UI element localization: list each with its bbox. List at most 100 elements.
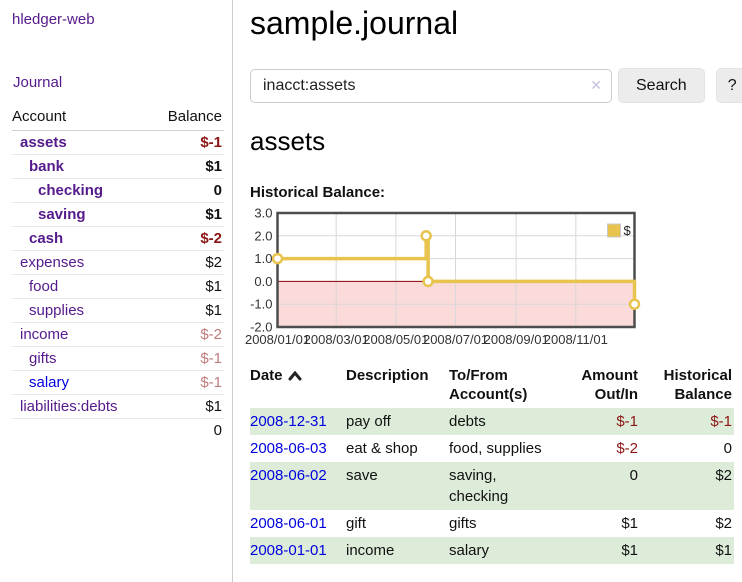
transaction-date-link[interactable]: 2008-01-01 bbox=[250, 542, 327, 559]
account-link-supplies[interactable]: supplies bbox=[29, 302, 85, 319]
sidebar-item-journal[interactable]: Journal bbox=[13, 74, 63, 91]
transaction-amount: $-2 bbox=[616, 440, 638, 457]
account-link-expenses[interactable]: expenses bbox=[20, 254, 85, 271]
register-row: 2008-06-03 eat & shop food, supplies $-2… bbox=[250, 435, 734, 462]
account-balance: $1 bbox=[151, 274, 224, 299]
transaction-balance: $2 bbox=[715, 467, 732, 484]
account-link-liabilities-debts[interactable]: liabilities:debts bbox=[20, 398, 118, 415]
transaction-amount: $-1 bbox=[616, 413, 638, 430]
account-row: expenses $2 bbox=[12, 250, 224, 275]
register-row: 2008-06-01 gift gifts $1 $2 bbox=[250, 510, 734, 537]
account-row: supplies $1 bbox=[12, 298, 224, 323]
transaction-accounts: debts bbox=[449, 413, 486, 430]
register-header-accounts: To/From Account(s) bbox=[449, 367, 528, 403]
svg-text:2008/09/01: 2008/09/01 bbox=[484, 332, 549, 347]
account-balance: $-1 bbox=[151, 130, 224, 155]
sort-ascending-icon bbox=[288, 368, 302, 385]
transaction-accounts: saving, checking bbox=[449, 467, 509, 505]
register-row: 2008-06-02 save saving, checking 0 $2 bbox=[250, 462, 734, 510]
chart-label: Historical Balance: bbox=[250, 184, 386, 201]
register-row: 2008-12-31 pay off debts $-1 $-1 bbox=[250, 408, 734, 435]
svg-text:-1.0: -1.0 bbox=[250, 297, 272, 312]
transaction-date-link[interactable]: 2008-12-31 bbox=[250, 413, 327, 430]
account-balance: $-1 bbox=[151, 346, 224, 371]
accounts-table: Account Balance assets $-1 bank $1 check… bbox=[12, 105, 224, 442]
transaction-date-link[interactable]: 2008-06-01 bbox=[250, 515, 327, 532]
accounts-total-row: 0 bbox=[12, 418, 224, 442]
account-row: liabilities:debts $1 bbox=[12, 394, 224, 419]
svg-text:3.0: 3.0 bbox=[254, 206, 272, 221]
transaction-balance: $1 bbox=[715, 542, 732, 559]
account-row: salary $-1 bbox=[12, 370, 224, 395]
search-button[interactable]: Search bbox=[618, 68, 705, 103]
account-link-cash[interactable]: cash bbox=[29, 230, 64, 247]
transaction-amount: $1 bbox=[621, 542, 638, 559]
register-header-description: Description bbox=[346, 367, 429, 384]
account-link-food[interactable]: food bbox=[29, 278, 59, 295]
transaction-amount: $1 bbox=[621, 515, 638, 532]
transaction-description: income bbox=[346, 542, 395, 559]
account-heading: assets bbox=[250, 126, 326, 156]
register-header-balance: Historical Balance bbox=[663, 367, 732, 403]
search-input[interactable] bbox=[250, 68, 612, 103]
svg-text:-2.0: -2.0 bbox=[250, 320, 272, 335]
transaction-balance: $-1 bbox=[710, 413, 732, 430]
register-header-date[interactable]: Date bbox=[250, 364, 346, 408]
register-table: Date Description To/From Account(s) Amou… bbox=[250, 364, 734, 564]
transaction-date-link[interactable]: 2008-06-03 bbox=[250, 440, 327, 457]
account-link-assets[interactable]: assets bbox=[20, 134, 67, 151]
transaction-accounts: salary bbox=[449, 542, 490, 559]
account-row: gifts $-1 bbox=[12, 346, 224, 371]
account-row: checking 0 bbox=[12, 178, 224, 203]
account-row: food $1 bbox=[12, 274, 224, 299]
account-balance: $-2 bbox=[151, 226, 224, 251]
balance-chart-container: -2.0 -1.0 0.0 1.0 2.0 3.0 2008/01/01 2008/03/01… bbox=[245, 206, 742, 349]
transaction-balance: $2 bbox=[715, 515, 732, 532]
account-balance: $1 bbox=[151, 202, 224, 227]
app-brand-link[interactable]: hledger-web bbox=[12, 11, 95, 28]
transaction-accounts: gifts bbox=[449, 515, 477, 532]
account-link-saving[interactable]: saving bbox=[38, 206, 86, 223]
transaction-balance: 0 bbox=[723, 440, 732, 457]
svg-text:2008/01/01: 2008/01/01 bbox=[245, 332, 310, 347]
svg-text:0.0: 0.0 bbox=[254, 274, 272, 289]
main-content: sample.journal ✕ Search ? assets Histori… bbox=[245, 0, 742, 564]
balance-chart: -2.0 -1.0 0.0 1.0 2.0 3.0 2008/01/012008/03/01… bbox=[245, 206, 641, 347]
account-link-checking[interactable]: checking bbox=[38, 182, 104, 199]
account-row: saving $1 bbox=[12, 202, 224, 227]
search-form: ✕ Search ? bbox=[250, 68, 742, 103]
svg-text:1.0: 1.0 bbox=[254, 251, 272, 266]
register-header-amount: Amount Out/In bbox=[581, 367, 638, 403]
transaction-description: gift bbox=[346, 515, 367, 532]
account-row: bank $1 bbox=[12, 154, 224, 179]
svg-text:2008/05/01: 2008/05/01 bbox=[363, 332, 428, 347]
transaction-date-link[interactable]: 2008-06-02 bbox=[250, 467, 327, 484]
svg-text:2008/11/01: 2008/11/01 bbox=[544, 332, 608, 347]
accounts-total-value: 0 bbox=[151, 418, 224, 442]
help-button[interactable]: ? bbox=[715, 68, 742, 103]
account-link-gifts[interactable]: gifts bbox=[29, 350, 57, 367]
svg-text:2.0: 2.0 bbox=[254, 228, 272, 243]
clear-search-icon[interactable]: ✕ bbox=[590, 76, 602, 93]
account-balance: $-1 bbox=[151, 370, 224, 395]
account-balance: $1 bbox=[151, 298, 224, 323]
transaction-description: save bbox=[346, 467, 378, 484]
register-row: 2008-01-01 income salary $1 $1 bbox=[250, 537, 734, 564]
account-row: cash $-2 bbox=[12, 226, 224, 251]
page-title: sample.journal bbox=[250, 5, 459, 41]
transaction-description: eat & shop bbox=[346, 440, 418, 457]
account-balance: $2 bbox=[151, 250, 224, 275]
accounts-header-balance: Balance bbox=[151, 105, 224, 131]
svg-text:2008/07/01: 2008/07/01 bbox=[423, 332, 488, 347]
transaction-description: pay off bbox=[346, 413, 391, 430]
sidebar: hledger-web Journal Account Balance asse… bbox=[0, 0, 233, 582]
svg-text:$: $ bbox=[624, 223, 632, 238]
account-link-salary[interactable]: salary bbox=[29, 374, 70, 391]
account-link-bank[interactable]: bank bbox=[29, 158, 65, 175]
account-balance: 0 bbox=[151, 178, 224, 203]
transaction-amount: 0 bbox=[629, 467, 638, 484]
account-link-income[interactable]: income bbox=[20, 326, 69, 343]
svg-text:2008/03/01: 2008/03/01 bbox=[304, 332, 369, 347]
transaction-accounts: food, supplies bbox=[449, 440, 542, 457]
account-row: income $-2 bbox=[12, 322, 224, 347]
